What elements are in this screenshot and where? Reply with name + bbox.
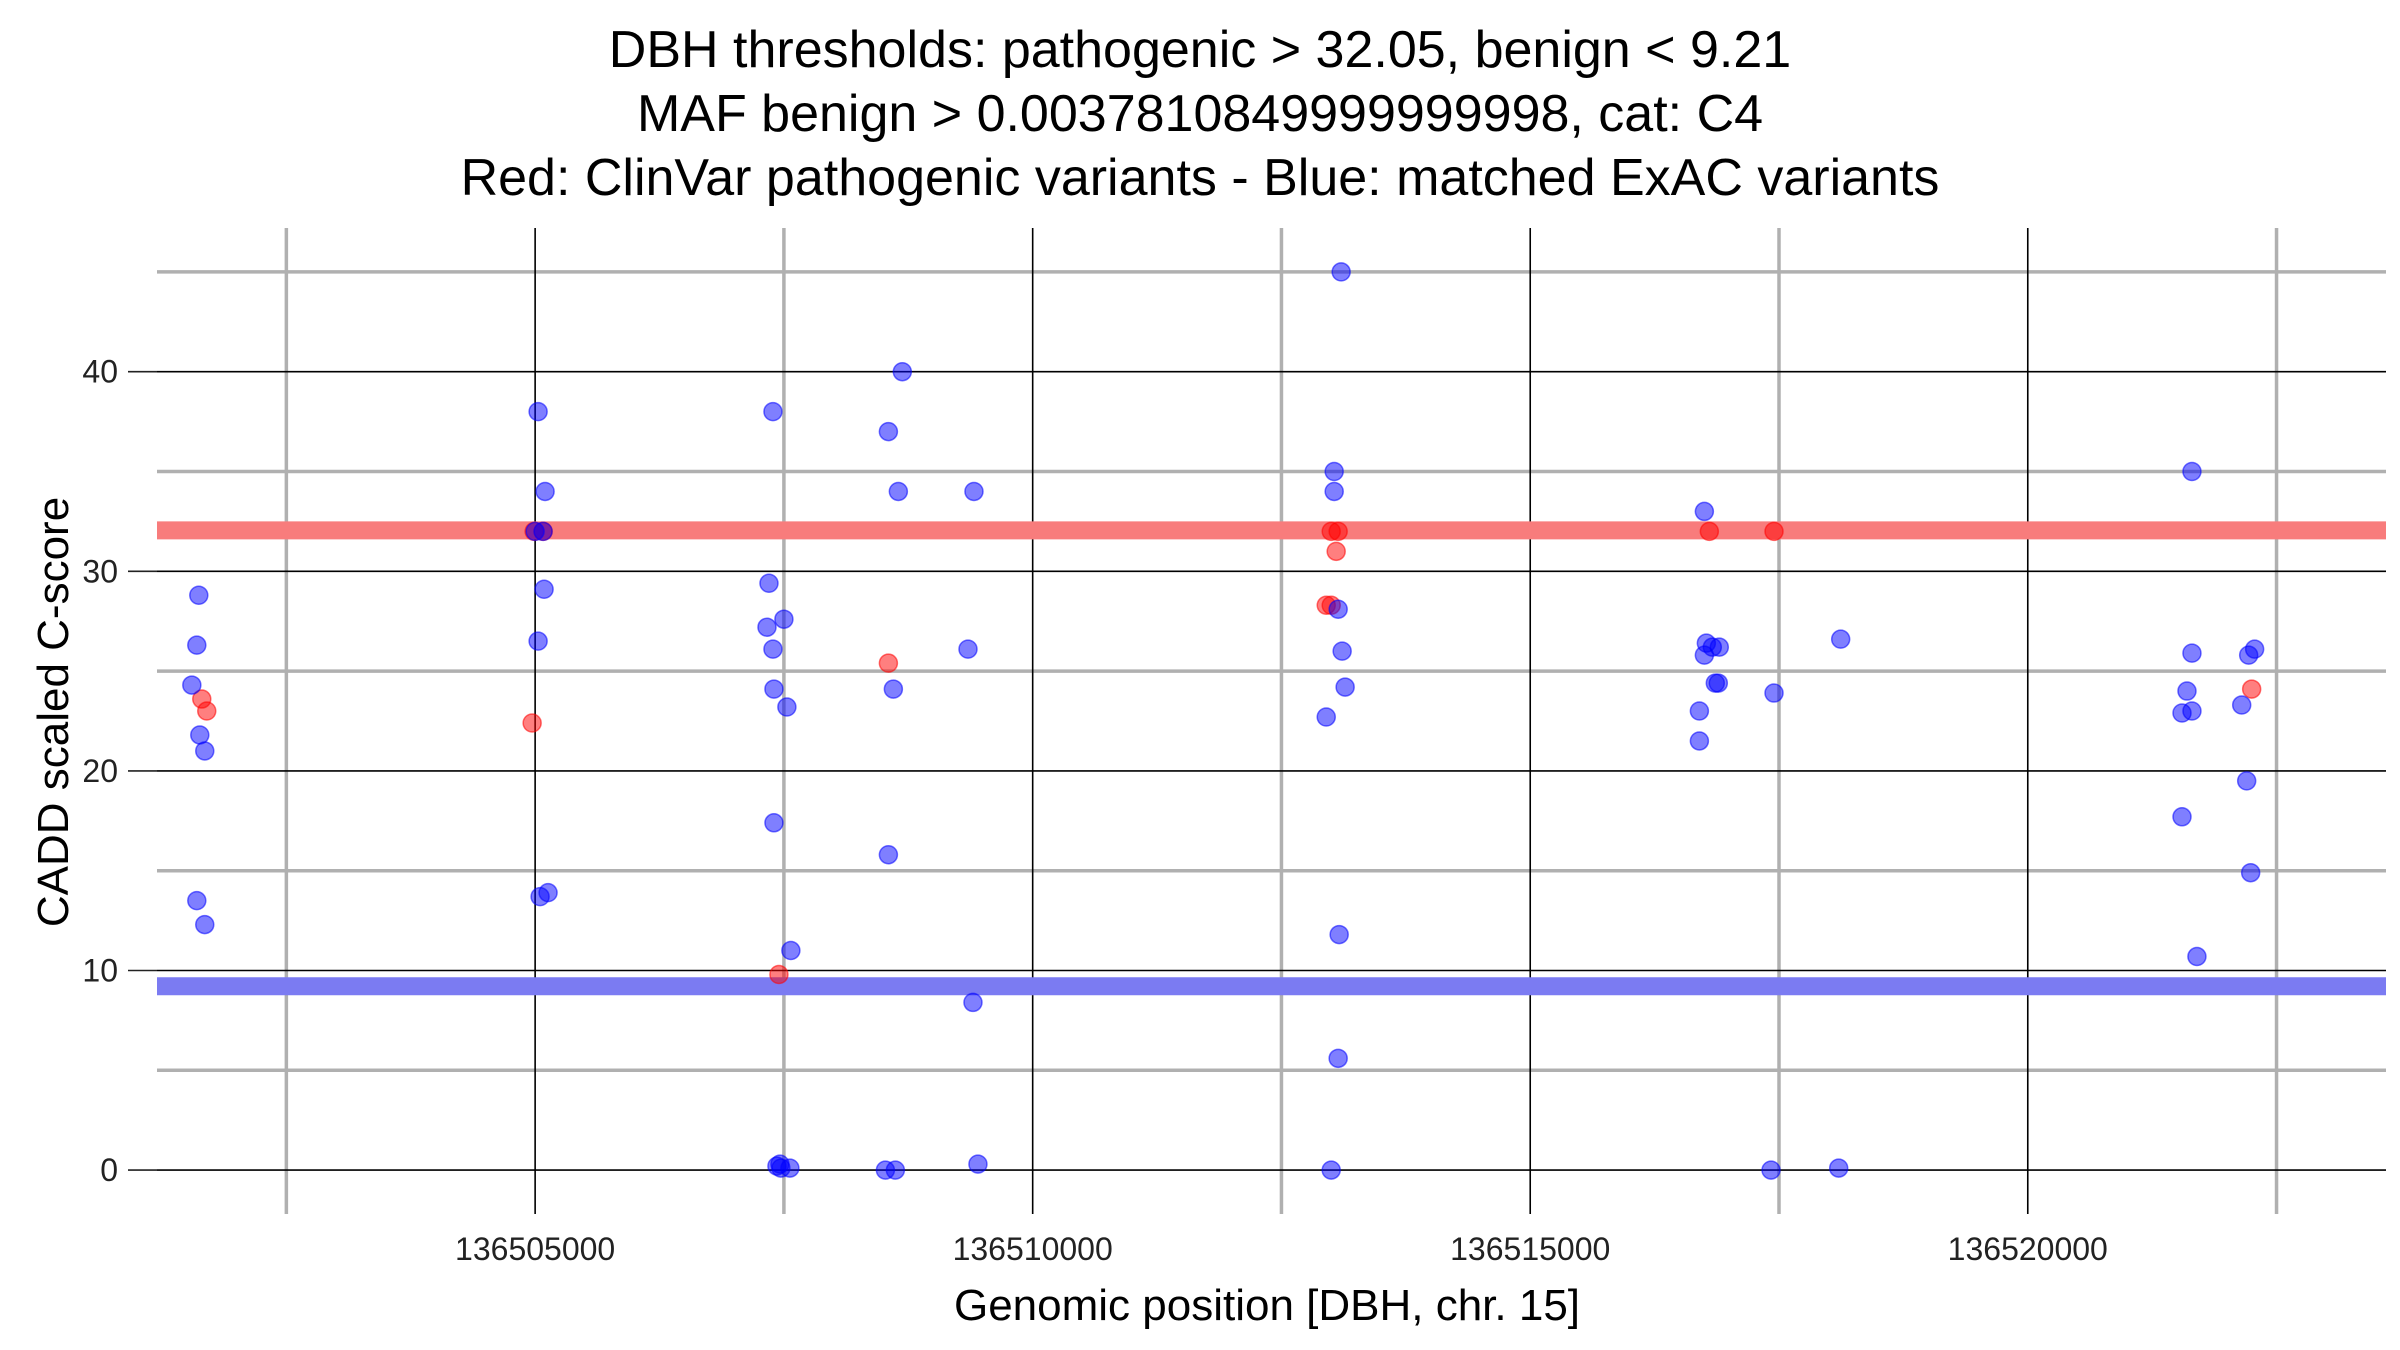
exac-variant-point [1324, 461, 1344, 482]
exac-variant-point [535, 481, 555, 502]
pathogenic-variant-point [1326, 541, 1346, 562]
exac-variant-point [2187, 946, 2207, 967]
exac-variant-point [764, 679, 784, 699]
exac-variant-point [1331, 262, 1351, 282]
chart-title-line-1: DBH thresholds: pathogenic > 32.05, beni… [608, 21, 1792, 79]
exac-variant-point [1708, 673, 1729, 693]
exac-variant-point [528, 401, 548, 422]
exac-variant-point [195, 741, 215, 761]
exac-variant-point [1828, 1158, 1849, 1178]
exac-variant-point [1324, 481, 1344, 502]
pathogenic-variant-point [197, 701, 217, 721]
x-axis-title: Genomic position [DBH, chr. 15] [954, 1281, 1580, 1330]
x-tick-label: 136520000 [1948, 1231, 2108, 1267]
exac-variant-point [187, 635, 207, 655]
chart-title-line-2: MAF benign > 0.0037810849999999998, cat:… [636, 85, 1764, 143]
exac-variant-point [757, 617, 777, 637]
exac-variant-point [1689, 731, 1710, 751]
exac-variant-point [1764, 683, 1784, 703]
exac-variant-point [1328, 599, 1348, 619]
x-tick-label: 136510000 [953, 1231, 1113, 1267]
exac-variant-point [763, 401, 783, 422]
exac-variant-point [528, 631, 548, 651]
exac-variant-point [2244, 639, 2265, 659]
pathogenic-variant-point [522, 713, 542, 733]
exac-variant-point [2182, 701, 2202, 721]
exac-variant-point [2172, 807, 2192, 827]
major-grid [157, 228, 2386, 1214]
exac-variant-point [759, 573, 779, 594]
exac-variant-point [1830, 629, 1851, 649]
exac-variant-point [1761, 1160, 1781, 1180]
exac-variant-point [195, 914, 215, 935]
exac-variant-point [1332, 641, 1352, 661]
y-tick-label: 20 [82, 753, 118, 789]
exac-variant-point [533, 521, 553, 542]
exac-variant-point [538, 882, 558, 903]
exac-variant-point [763, 639, 783, 659]
y-axis-tick-labels: 0 10 20 30 40 [82, 354, 157, 1188]
exac-variant-point [964, 481, 984, 502]
exac-variant-point [1694, 501, 1715, 522]
exac-variant-point [777, 697, 797, 717]
pathogenic-variant-point [1699, 521, 1720, 542]
exac-variant-point [888, 481, 909, 502]
exac-variant-point [2177, 681, 2197, 701]
exac-variant-point [1329, 924, 1349, 945]
exac-variant-point [774, 609, 794, 629]
y-tick-label: 30 [82, 553, 118, 589]
x-axis-tick-labels: 136505000 136510000 136515000 136520000 [455, 1231, 2108, 1267]
exac-variant-point [958, 639, 978, 659]
exac-variant-point [883, 679, 904, 699]
data-points [182, 262, 2265, 1180]
x-tick-label: 136515000 [1450, 1231, 1610, 1267]
exac-variant-point [770, 1154, 790, 1174]
exac-variant-point [2240, 862, 2261, 883]
exac-variant-point [1709, 637, 1730, 657]
exac-variant-point [2231, 695, 2252, 715]
exac-variant-point [2236, 771, 2257, 791]
y-tick-label: 40 [82, 354, 118, 390]
exac-variant-point [878, 421, 899, 442]
pathogenic-variant-point [2241, 679, 2262, 699]
exac-variant-point [1316, 707, 1336, 727]
exac-variant-point [534, 579, 554, 600]
pathogenic-variant-point [1328, 521, 1348, 542]
exac-variant-point [1689, 701, 1710, 721]
x-tick-label: 136505000 [455, 1231, 615, 1267]
minor-grid [157, 228, 2386, 1214]
exac-variant-point [878, 844, 899, 865]
exac-variant-point [968, 1154, 988, 1174]
exac-variant-point [1694, 645, 1715, 665]
exac-variant-point [1321, 1160, 1341, 1180]
pathogenic-variant-point [878, 653, 899, 673]
exac-variant-point [2182, 643, 2202, 663]
exac-variant-point [2182, 461, 2202, 482]
exac-variant-point [1335, 677, 1355, 697]
y-axis-title: CADD scaled C-score [29, 497, 78, 927]
exac-variant-point [781, 940, 801, 961]
exac-variant-point [182, 675, 202, 695]
exac-variant-point [189, 585, 209, 606]
pathogenic-variant-point [1764, 521, 1784, 542]
threshold-lines [157, 521, 2386, 996]
exac-variant-point [764, 813, 784, 833]
exac-variant-point [963, 992, 983, 1013]
pathogenic-variant-point [769, 964, 789, 985]
chart-title-line-3: Red: ClinVar pathogenic variants - Blue:… [460, 149, 1940, 207]
exac-variant-point [1328, 1048, 1348, 1069]
y-tick-label: 0 [100, 1152, 118, 1188]
exac-variant-point [892, 361, 913, 382]
exac-variant-point [187, 890, 207, 911]
exac-variant-point [190, 725, 210, 745]
y-tick-label: 10 [82, 952, 118, 988]
exac-variant-point [885, 1160, 906, 1180]
